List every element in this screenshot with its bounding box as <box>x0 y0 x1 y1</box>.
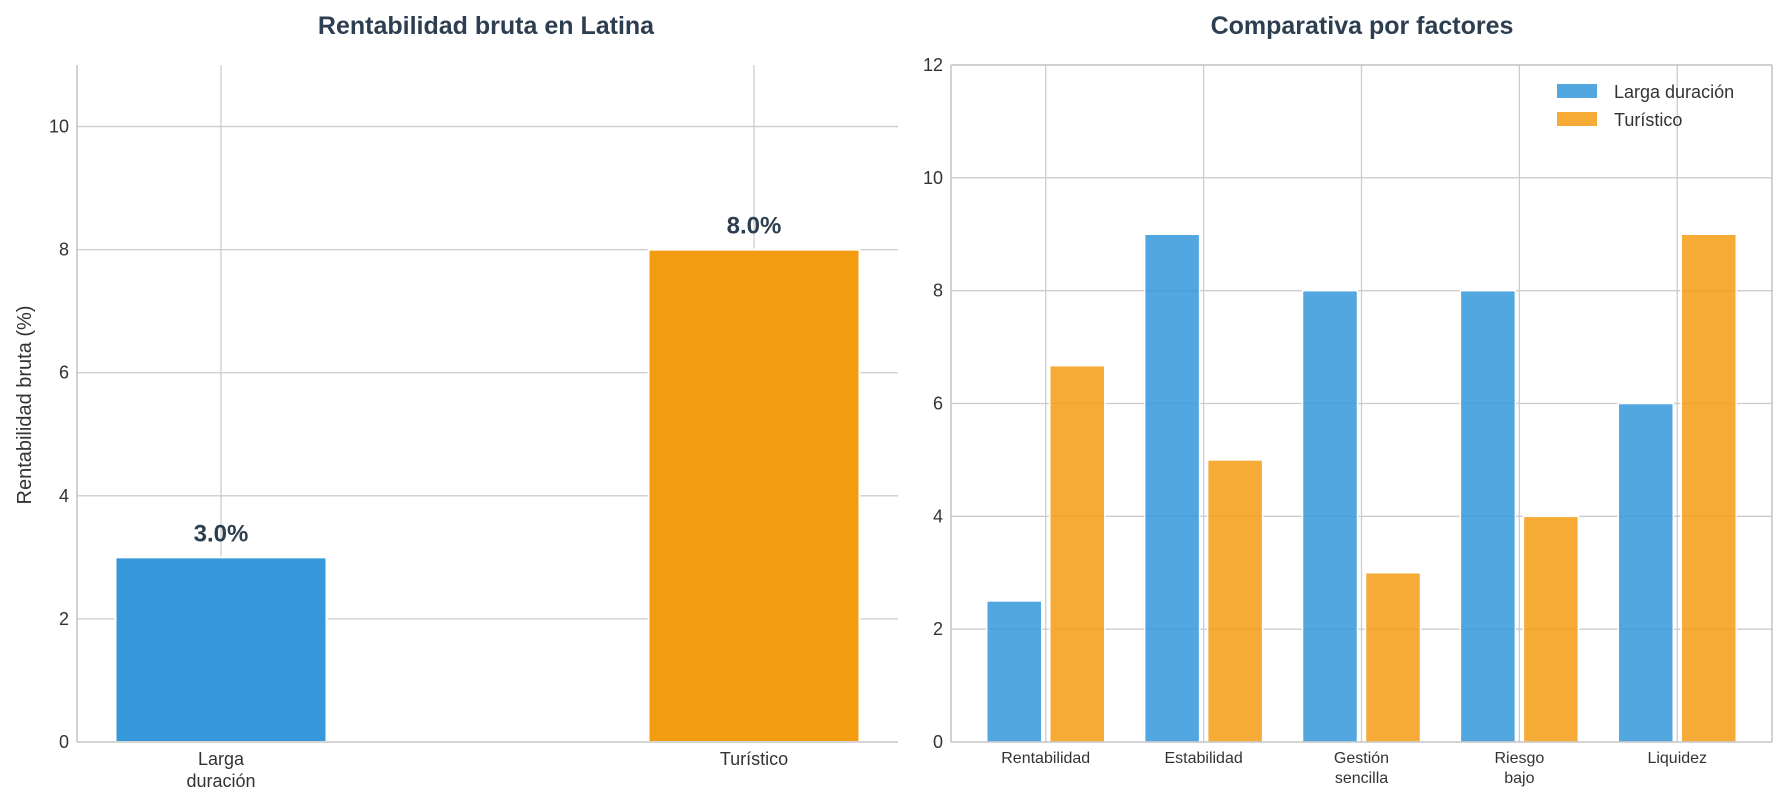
chart2-bar-series-2 <box>1522 515 1580 743</box>
chart2-y-tick-label: 4 <box>933 506 943 526</box>
chart2-bar-series-2 <box>1206 459 1264 743</box>
chart1-x-tick-label: Turístico <box>720 749 788 769</box>
chart1-y-tick-label: 0 <box>59 732 69 752</box>
chart2-bars <box>985 233 1738 743</box>
chart2-y-tick-label: 2 <box>933 619 943 639</box>
chart2-x-tick-label: Riesgo bajo <box>1494 750 1544 787</box>
chart1-x-tick-label-line: duración <box>186 771 255 791</box>
chart1-y-tick-label: 10 <box>49 117 69 137</box>
chart1-y-axis-label: Rentabilidad bruta (%) <box>14 306 36 505</box>
chart1-axes <box>76 65 898 743</box>
legend-label-series-2: Turístico <box>1614 110 1682 130</box>
chart2-x-tick-label-line: Gestión <box>1334 750 1389 767</box>
chart2-x-tick-label-line: Liquidez <box>1647 750 1707 767</box>
chart2-bar-series-2 <box>1680 233 1738 743</box>
chart1-y-tick-label: 6 <box>59 363 69 383</box>
chart2-x-tick-label: Liquidez <box>1647 750 1707 767</box>
chart2-bar-series-2 <box>1048 364 1106 743</box>
chart2-legend: Larga duración Turístico <box>1557 82 1734 130</box>
chart1-y-tick-label: 4 <box>59 486 69 506</box>
chart2-x-ticks: Rentabilidad Estabilidad Gestión sencilla Ri… <box>1001 750 1707 787</box>
chart1-x-tick-label-line: Larga <box>198 749 245 769</box>
chart2-y-tick-label: 10 <box>923 168 943 188</box>
chart2-x-tick-label: Rentabilidad <box>1001 750 1090 767</box>
chart2-y-ticks: 0 2 4 6 8 10 12 <box>923 55 943 752</box>
chart2-x-tick-label-line: Riesgo <box>1494 750 1544 767</box>
chart1-bar <box>647 248 861 744</box>
chart1-y-tick-label: 8 <box>59 240 69 260</box>
chart2-x-tick-label-line: Rentabilidad <box>1001 750 1090 767</box>
chart1-x-tick-label: Larga duración <box>186 749 255 791</box>
chart1-bars <box>114 248 861 744</box>
chart2-bar-series-1 <box>1143 233 1201 743</box>
chart1-data-label: 8.0% <box>727 213 782 240</box>
chart2-y-tick-label: 8 <box>933 281 943 301</box>
chart2-y-tick-label: 6 <box>933 394 943 414</box>
chart1-x-tick-label-line: Turístico <box>720 749 788 769</box>
chart2-x-tick-label-line: Estabilidad <box>1164 750 1242 767</box>
chart1-y-tick-label: 2 <box>59 609 69 629</box>
chart2-bar-series-2 <box>1364 572 1422 743</box>
chart2-y-tick-label: 12 <box>923 55 943 75</box>
chart-rentabilidad-bruta: Rentabilidad bruta en Latina 0 2 4 6 8 10 Lar… <box>14 12 898 791</box>
legend-label-series-1: Larga duración <box>1614 82 1734 102</box>
chart2-x-tick-label-line: sencilla <box>1335 770 1388 787</box>
chart2-axes <box>950 64 1773 743</box>
chart2-x-tick-label: Gestión sencilla <box>1334 750 1389 787</box>
chart1-data-label: 3.0% <box>194 520 249 547</box>
chart2-x-tick-label: Estabilidad <box>1164 750 1242 767</box>
chart2-bar-series-1 <box>985 600 1043 743</box>
chart2-bar-series-1 <box>1617 402 1675 743</box>
chart1-y-ticks: 0 2 4 6 8 10 <box>49 117 69 752</box>
chart2-title: Comparativa por factores <box>1211 12 1514 40</box>
chart2-bar-series-1 <box>1459 289 1517 743</box>
chart2-x-tick-label-line: bajo <box>1504 770 1534 787</box>
chart1-bar <box>114 556 328 744</box>
chart2-y-tick-label: 0 <box>933 732 943 752</box>
chart1-x-ticks: Larga duración Turístico <box>186 749 788 791</box>
legend-swatch-series-2 <box>1557 112 1597 126</box>
chart1-gridlines <box>77 65 898 742</box>
chart2-bar-series-1 <box>1301 289 1359 743</box>
chart1-title: Rentabilidad bruta en Latina <box>318 12 655 40</box>
chart1-data-labels: 3.0% 8.0% <box>194 213 782 548</box>
legend-swatch-series-1 <box>1557 84 1597 98</box>
chart-comparativa-factores: Comparativa por factores 0 2 4 6 8 10 12 Renta… <box>923 12 1773 787</box>
